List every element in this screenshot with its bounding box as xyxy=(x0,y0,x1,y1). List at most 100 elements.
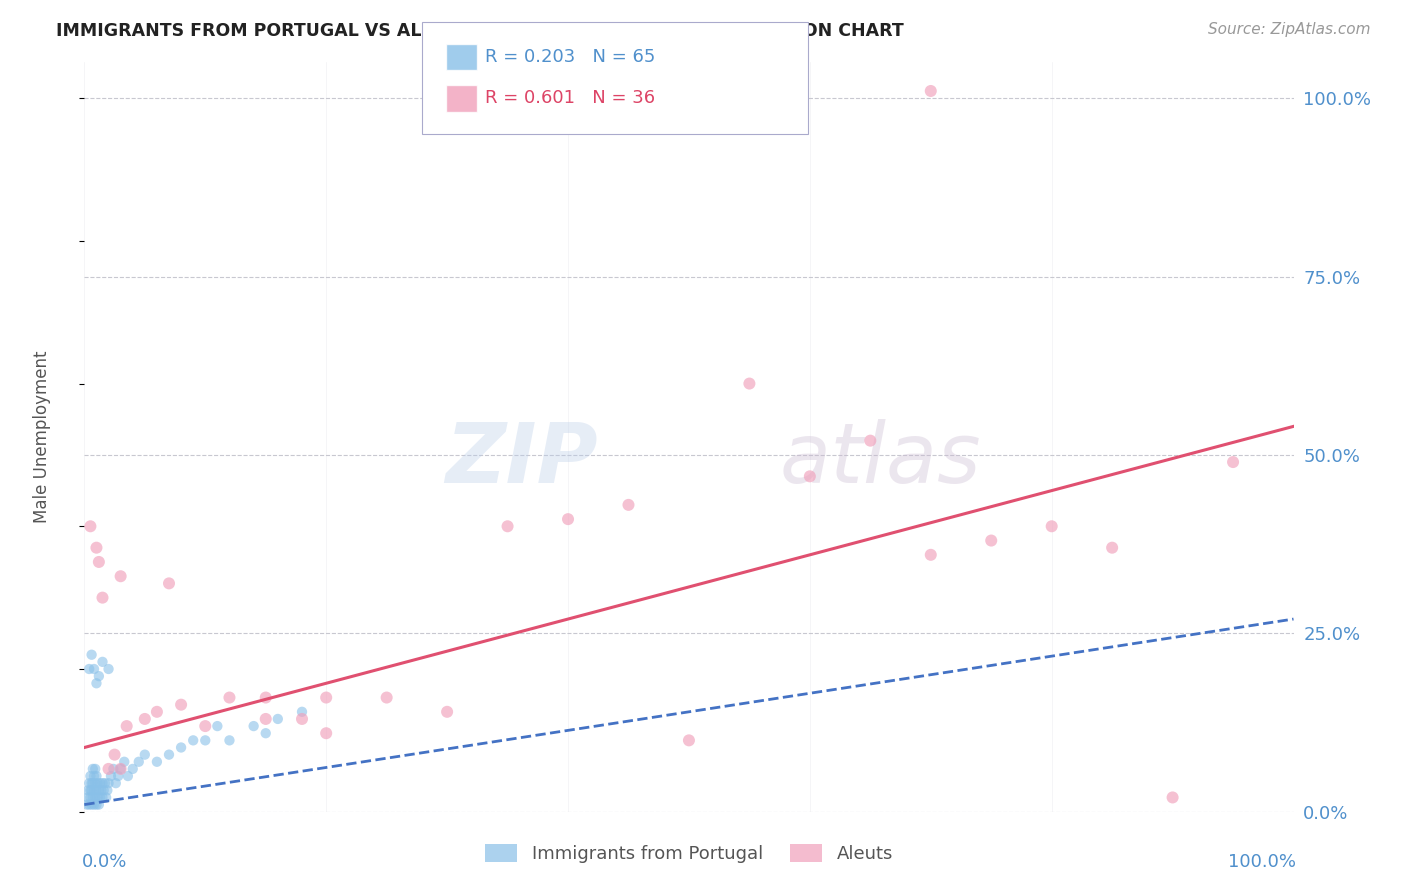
Point xyxy=(90,783,112,797)
Point xyxy=(128,755,150,769)
Point xyxy=(77,776,100,790)
Text: 100.0%: 100.0% xyxy=(1227,853,1296,871)
Point xyxy=(76,797,98,812)
Point xyxy=(181,733,204,747)
Point xyxy=(86,797,108,812)
Point xyxy=(157,576,180,591)
Point xyxy=(207,719,229,733)
Point xyxy=(86,790,108,805)
Point xyxy=(79,769,101,783)
Point xyxy=(194,719,217,733)
Text: R = 0.601   N = 36: R = 0.601 N = 36 xyxy=(485,89,655,107)
Point xyxy=(920,84,942,98)
Point xyxy=(107,769,129,783)
Point xyxy=(121,762,143,776)
Point xyxy=(859,434,882,448)
Point xyxy=(738,376,761,391)
Text: Male Unemployment: Male Unemployment xyxy=(32,351,51,524)
Point xyxy=(110,762,132,776)
Point xyxy=(91,790,114,805)
Point xyxy=(84,762,107,776)
Point xyxy=(799,469,821,483)
Point xyxy=(112,755,135,769)
Point xyxy=(83,797,105,812)
Point xyxy=(79,783,101,797)
Point xyxy=(254,690,277,705)
Point xyxy=(1222,455,1244,469)
Point xyxy=(194,733,217,747)
Point xyxy=(86,769,108,783)
Point xyxy=(920,548,942,562)
Point xyxy=(254,712,277,726)
Point xyxy=(436,705,458,719)
Point xyxy=(77,662,100,676)
Legend: Immigrants from Portugal, Aleuts: Immigrants from Portugal, Aleuts xyxy=(478,837,900,870)
Point xyxy=(86,541,108,555)
Text: 0.0%: 0.0% xyxy=(82,853,128,871)
Point xyxy=(170,740,193,755)
Point xyxy=(77,790,100,805)
Point xyxy=(110,762,132,776)
Point xyxy=(96,783,118,797)
Point xyxy=(678,733,700,747)
Text: IMMIGRANTS FROM PORTUGAL VS ALEUT MALE UNEMPLOYMENT CORRELATION CHART: IMMIGRANTS FROM PORTUGAL VS ALEUT MALE U… xyxy=(56,22,904,40)
Text: atlas: atlas xyxy=(780,419,981,500)
Point xyxy=(115,719,138,733)
Point xyxy=(89,776,111,790)
Point xyxy=(315,690,337,705)
Point xyxy=(291,712,314,726)
Point xyxy=(97,776,120,790)
Point xyxy=(1101,541,1123,555)
Point xyxy=(83,783,105,797)
Point xyxy=(267,712,290,726)
Point xyxy=(94,776,117,790)
Point xyxy=(83,769,105,783)
Point xyxy=(557,512,579,526)
Point xyxy=(103,762,125,776)
Point xyxy=(496,519,519,533)
Point xyxy=(97,762,120,776)
Point xyxy=(82,776,104,790)
Point xyxy=(134,747,156,762)
Point xyxy=(97,662,120,676)
Point xyxy=(87,783,110,797)
Point xyxy=(291,705,314,719)
Point xyxy=(94,790,117,805)
Point xyxy=(89,790,111,805)
Point xyxy=(1040,519,1063,533)
Point xyxy=(104,776,127,790)
Point xyxy=(87,555,110,569)
Point xyxy=(86,676,108,690)
Point xyxy=(80,648,103,662)
Point xyxy=(84,776,107,790)
Point xyxy=(100,769,122,783)
Point xyxy=(242,719,264,733)
Point xyxy=(82,790,104,805)
Point xyxy=(80,797,103,812)
Point xyxy=(80,776,103,790)
Point xyxy=(80,783,103,797)
Point xyxy=(134,712,156,726)
Point xyxy=(110,569,132,583)
Point xyxy=(87,669,110,683)
Point xyxy=(218,733,240,747)
Point xyxy=(315,726,337,740)
Point xyxy=(84,790,107,805)
Text: R = 0.203   N = 65: R = 0.203 N = 65 xyxy=(485,48,655,66)
Point xyxy=(980,533,1002,548)
Point xyxy=(82,762,104,776)
Point xyxy=(104,747,127,762)
Point xyxy=(170,698,193,712)
Point xyxy=(83,662,105,676)
Point xyxy=(146,755,169,769)
Text: Source: ZipAtlas.com: Source: ZipAtlas.com xyxy=(1208,22,1371,37)
Text: ZIP: ZIP xyxy=(446,419,599,500)
Point xyxy=(87,797,110,812)
Point xyxy=(157,747,180,762)
Point xyxy=(375,690,398,705)
Point xyxy=(617,498,640,512)
Point xyxy=(117,769,139,783)
Point xyxy=(218,690,240,705)
Point xyxy=(79,519,101,533)
Point xyxy=(146,705,169,719)
